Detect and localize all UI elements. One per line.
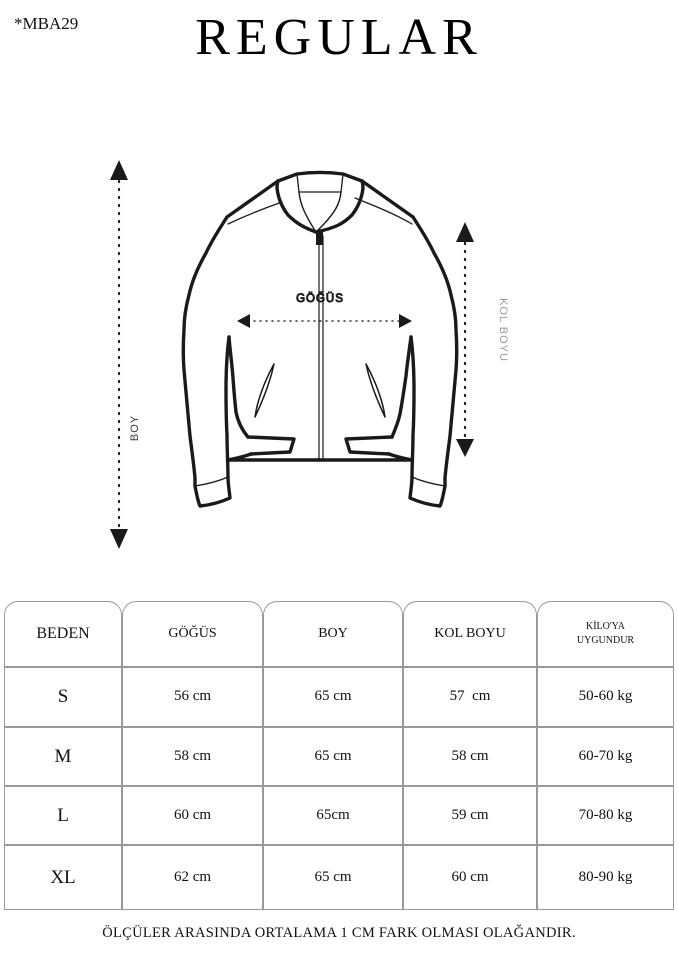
svg-text:GÖĞÜS: GÖĞÜS — [296, 292, 344, 305]
